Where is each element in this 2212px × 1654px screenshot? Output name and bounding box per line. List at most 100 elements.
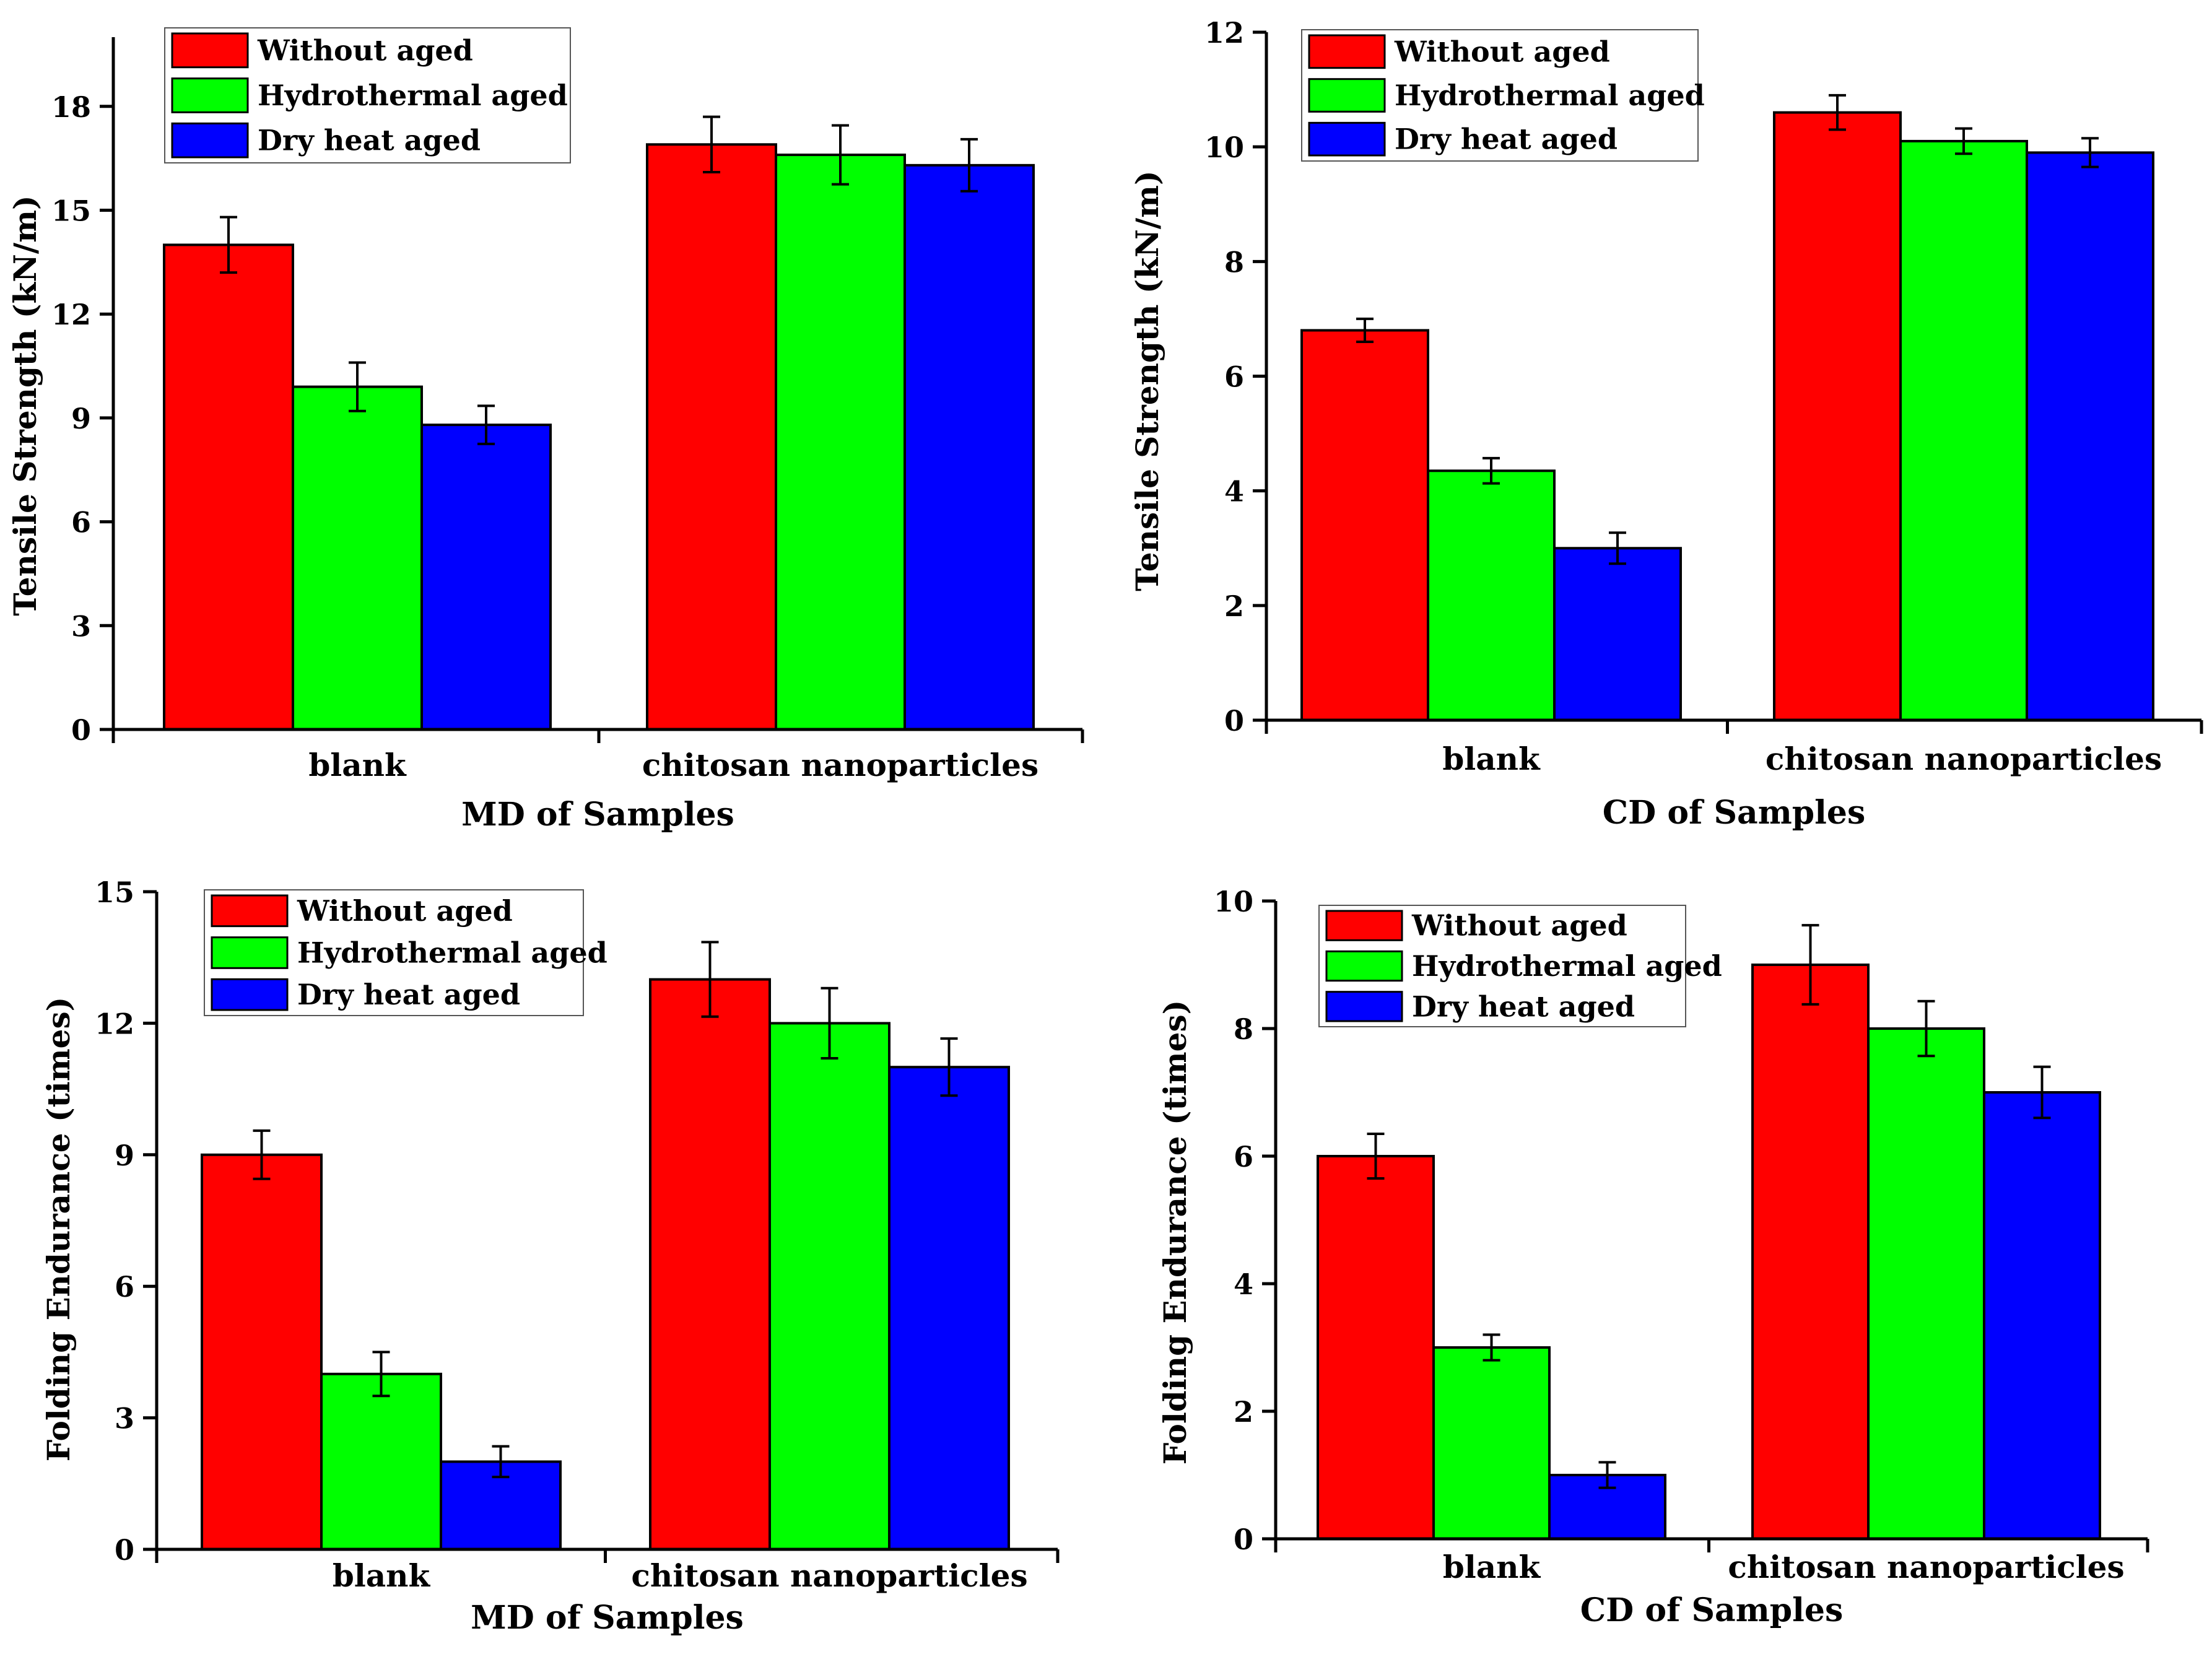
y-tick-label: 6 — [115, 1270, 134, 1304]
bar — [163, 243, 294, 731]
error-bar — [940, 1037, 958, 1097]
legend-label: Dry heat aged — [1395, 123, 1618, 156]
x-tick-label: blank — [333, 1557, 431, 1594]
legend-label: Without aged — [297, 894, 513, 928]
error-bar — [2081, 137, 2099, 168]
legend-swatch — [1308, 78, 1386, 113]
bar — [1300, 329, 1429, 721]
error-bar — [960, 137, 978, 193]
x-axis-title: CD of Samples — [1603, 794, 1865, 832]
x-tick-label: chitosan nanoparticles — [1728, 1549, 2124, 1585]
legend: Without aged Hydrothermal aged Dry heat ag… — [204, 889, 607, 1016]
bar — [649, 978, 771, 1551]
y-tick-label: 8 — [1234, 1012, 1253, 1046]
y-tick-label: 0 — [115, 1533, 134, 1567]
bar — [420, 424, 552, 731]
error-bar — [832, 124, 849, 186]
legend-label: Without aged — [1394, 35, 1610, 68]
x-tick-label: blank — [308, 747, 407, 783]
legend-label: Hydrothermal aged — [297, 936, 607, 970]
x-axis-title: CD of Samples — [1580, 1591, 1843, 1629]
y-tick-label: 6 — [1224, 360, 1244, 394]
error-bar — [1356, 317, 1374, 343]
error-bar — [701, 941, 719, 1018]
legend-label: Hydrothermal aged — [258, 79, 568, 112]
chart-panel-md-tensile: 0 3 6 9 12 15 18 blank chitosan nanoparticles MD … — [7, 27, 1084, 834]
y-tick-label: 12 — [1204, 16, 1244, 50]
legend-label: Without aged — [257, 33, 473, 67]
error-bar — [1801, 924, 1819, 1006]
y-tick-label: 12 — [95, 1007, 134, 1040]
legend-swatch — [211, 936, 289, 969]
bar — [1773, 111, 1902, 722]
legend: Without aged Hydrothermal aged Dry heat ag… — [164, 27, 571, 163]
legend-label: Hydrothermal aged — [1412, 949, 1722, 983]
bar — [1432, 1346, 1551, 1540]
x-tick-label: blank — [1442, 741, 1541, 777]
bar — [1427, 469, 1556, 721]
legend-swatch — [1325, 991, 1403, 1022]
bar — [320, 1372, 442, 1551]
y-tick-label: 0 — [71, 713, 91, 747]
error-bar — [2033, 1065, 2051, 1120]
legend-label: Dry heat aged — [1412, 990, 1635, 1023]
y-tick-label: 12 — [51, 298, 91, 331]
bar — [775, 154, 906, 731]
y-axis-title: Tensile Strength (kN/m) — [1129, 170, 1165, 591]
y-tick-label: 18 — [51, 90, 91, 124]
bar — [1983, 1091, 2101, 1540]
error-bar — [1367, 1132, 1385, 1180]
y-tick-label: 0 — [1234, 1523, 1253, 1556]
y-tick-label: 4 — [1224, 475, 1244, 508]
error-bar — [1483, 1333, 1500, 1362]
legend-swatch — [1325, 950, 1403, 982]
y-tick-label: 0 — [1224, 704, 1244, 738]
x-tick-label: chitosan nanoparticles — [642, 747, 1039, 783]
legend-swatch — [171, 77, 249, 113]
chart-panel-md-folding: 0 3 6 9 12 15 blank chitosan nanoparticles MD of… — [40, 876, 1060, 1637]
bar — [904, 163, 1035, 731]
legend-label: Hydrothermal aged — [1395, 79, 1705, 112]
bar — [2026, 151, 2154, 722]
error-bar — [1955, 127, 1972, 155]
error-bar — [372, 1351, 390, 1398]
legend-swatch — [211, 978, 289, 1011]
y-tick-label: 10 — [1204, 131, 1244, 164]
bar — [1899, 139, 2028, 722]
error-bar — [220, 215, 237, 274]
error-bar — [253, 1129, 271, 1180]
y-tick-label: 9 — [71, 402, 91, 435]
y-axis-title: Folding Endurance (times) — [1157, 1000, 1193, 1465]
y-tick-label: 8 — [1224, 245, 1244, 279]
x-axis-title: MD of Samples — [471, 1599, 744, 1637]
x-tick-label: blank — [1443, 1549, 1541, 1585]
bar — [769, 1022, 890, 1551]
bar — [292, 385, 423, 731]
legend-swatch — [171, 122, 249, 159]
y-tick-label: 3 — [115, 1402, 134, 1435]
legend-label: Dry heat aged — [297, 978, 520, 1011]
error-bar — [1483, 456, 1500, 485]
legend-swatch — [171, 32, 249, 69]
error-bar — [492, 1445, 510, 1479]
chart-panel-cd-tensile: 0 2 4 6 8 10 12 blank chitosan nanoparticles CD o… — [1129, 16, 2203, 832]
legend: Without aged Hydrothermal aged Dry heat ag… — [1301, 29, 1705, 162]
y-tick-label: 9 — [115, 1139, 134, 1172]
y-tick-label: 2 — [1234, 1395, 1253, 1429]
y-tick-label: 6 — [71, 506, 91, 539]
x-tick-label: chitosan nanoparticles — [631, 1557, 1027, 1594]
bar — [1553, 547, 1682, 721]
y-tick-label: 3 — [71, 609, 91, 643]
y-axis-title: Tensile Strength (kN/m) — [7, 195, 43, 616]
legend-label: Without aged — [1411, 909, 1627, 942]
error-bar — [477, 404, 495, 445]
bar — [1751, 964, 1870, 1540]
y-tick-label: 10 — [1214, 885, 1253, 918]
x-tick-label: chitosan nanoparticles — [1766, 741, 2162, 777]
error-bar — [1917, 999, 1935, 1058]
x-axis-title: MD of Samples — [461, 796, 734, 834]
bar — [646, 143, 777, 731]
legend-swatch — [1308, 34, 1386, 69]
y-tick-label: 15 — [95, 876, 134, 909]
